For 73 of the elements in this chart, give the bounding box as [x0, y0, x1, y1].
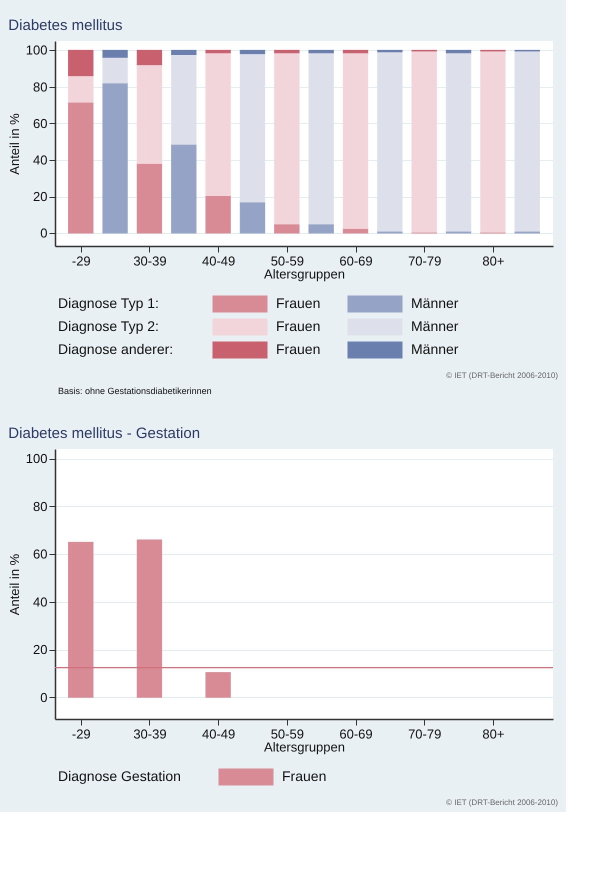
y-tick-label: 80 — [33, 79, 48, 94]
legend-label: Frauen — [282, 768, 326, 784]
text: Basis: ohne Gestationsdiabetikerinnen — [58, 386, 212, 396]
chart-title: Diabetes mellitus - Gestation — [8, 425, 200, 442]
bar — [240, 50, 266, 54]
text: Diagnose Typ 1: — [58, 295, 159, 311]
x-tick-label: -29 — [72, 726, 91, 742]
x-axis-title: Altersgruppen — [264, 740, 345, 754]
y-tick-label: 0 — [40, 690, 48, 705]
y-tick-label: 100 — [26, 451, 48, 466]
bar — [205, 672, 231, 698]
bar — [68, 542, 94, 698]
x-tick-label: 60-69 — [339, 254, 373, 268]
bar — [68, 75, 94, 103]
bar — [136, 163, 162, 234]
bar — [102, 57, 128, 84]
bar — [205, 50, 231, 54]
x-tick-label: 50-59 — [270, 254, 304, 268]
x-tick-label: 50-59 — [270, 726, 304, 742]
x-tick-label: 40-49 — [202, 726, 236, 742]
legend-label: Frauen — [276, 295, 320, 311]
legend-label: Frauen — [276, 318, 320, 334]
y-tick-label: 40 — [33, 594, 48, 610]
text: © IET (DRT-Bericht 2006-2010) — [446, 798, 558, 807]
y-axis-title: Anteil in % — [6, 112, 22, 175]
legend-label: Männer — [411, 295, 459, 311]
bar — [102, 82, 128, 234]
bar — [342, 52, 368, 229]
bar — [412, 50, 437, 233]
bar — [205, 52, 231, 196]
bar — [136, 539, 162, 698]
y-tick-label: 0 — [40, 226, 48, 241]
x-tick-label: 70-79 — [408, 726, 442, 742]
bar — [102, 50, 128, 58]
x-tick-label: 70-79 — [408, 254, 442, 268]
bar — [274, 52, 300, 224]
x-tick-label: 40-49 — [202, 254, 236, 268]
x-tick-label: 80+ — [482, 254, 504, 268]
bar — [136, 64, 162, 164]
bar — [308, 224, 334, 234]
bar — [480, 50, 506, 233]
chart-title: Diabetes mellitus — [8, 17, 123, 34]
bar — [274, 50, 300, 54]
bar — [274, 224, 300, 234]
bar — [68, 50, 94, 76]
text: Diagnose Typ 2: — [58, 318, 159, 334]
x-tick-label: 30-39 — [133, 254, 167, 268]
legend-label: Männer — [411, 318, 459, 334]
x-tick-label: 60-69 — [339, 726, 373, 742]
x-tick-label: 80+ — [482, 726, 504, 742]
legend-label: Frauen — [276, 341, 320, 357]
x-tick-label: -29 — [72, 254, 91, 268]
bar — [205, 195, 231, 234]
bar — [171, 144, 196, 234]
x-tick-label: 30-39 — [133, 726, 167, 742]
legend-label: Männer — [411, 341, 459, 357]
text: Diagnose anderer: — [58, 341, 174, 357]
bar — [136, 50, 162, 66]
y-axis-title: Anteil in % — [6, 553, 22, 616]
x-axis-title: Altersgruppen — [264, 266, 345, 282]
y-tick-label: 60 — [33, 546, 48, 562]
text: © IET (DRT-Bericht 2006-2010) — [446, 371, 558, 380]
bar — [308, 50, 334, 54]
y-tick-label: 20 — [33, 189, 48, 204]
bar — [240, 202, 266, 234]
bar — [171, 50, 196, 56]
y-tick-label: 80 — [33, 498, 48, 514]
bar — [68, 102, 94, 234]
y-tick-label: 20 — [33, 642, 48, 658]
y-tick-label: 40 — [33, 152, 48, 168]
y-tick-label: 60 — [33, 116, 48, 131]
y-tick-label: 100 — [26, 42, 48, 58]
legend-title: Diagnose Gestation — [58, 768, 181, 784]
